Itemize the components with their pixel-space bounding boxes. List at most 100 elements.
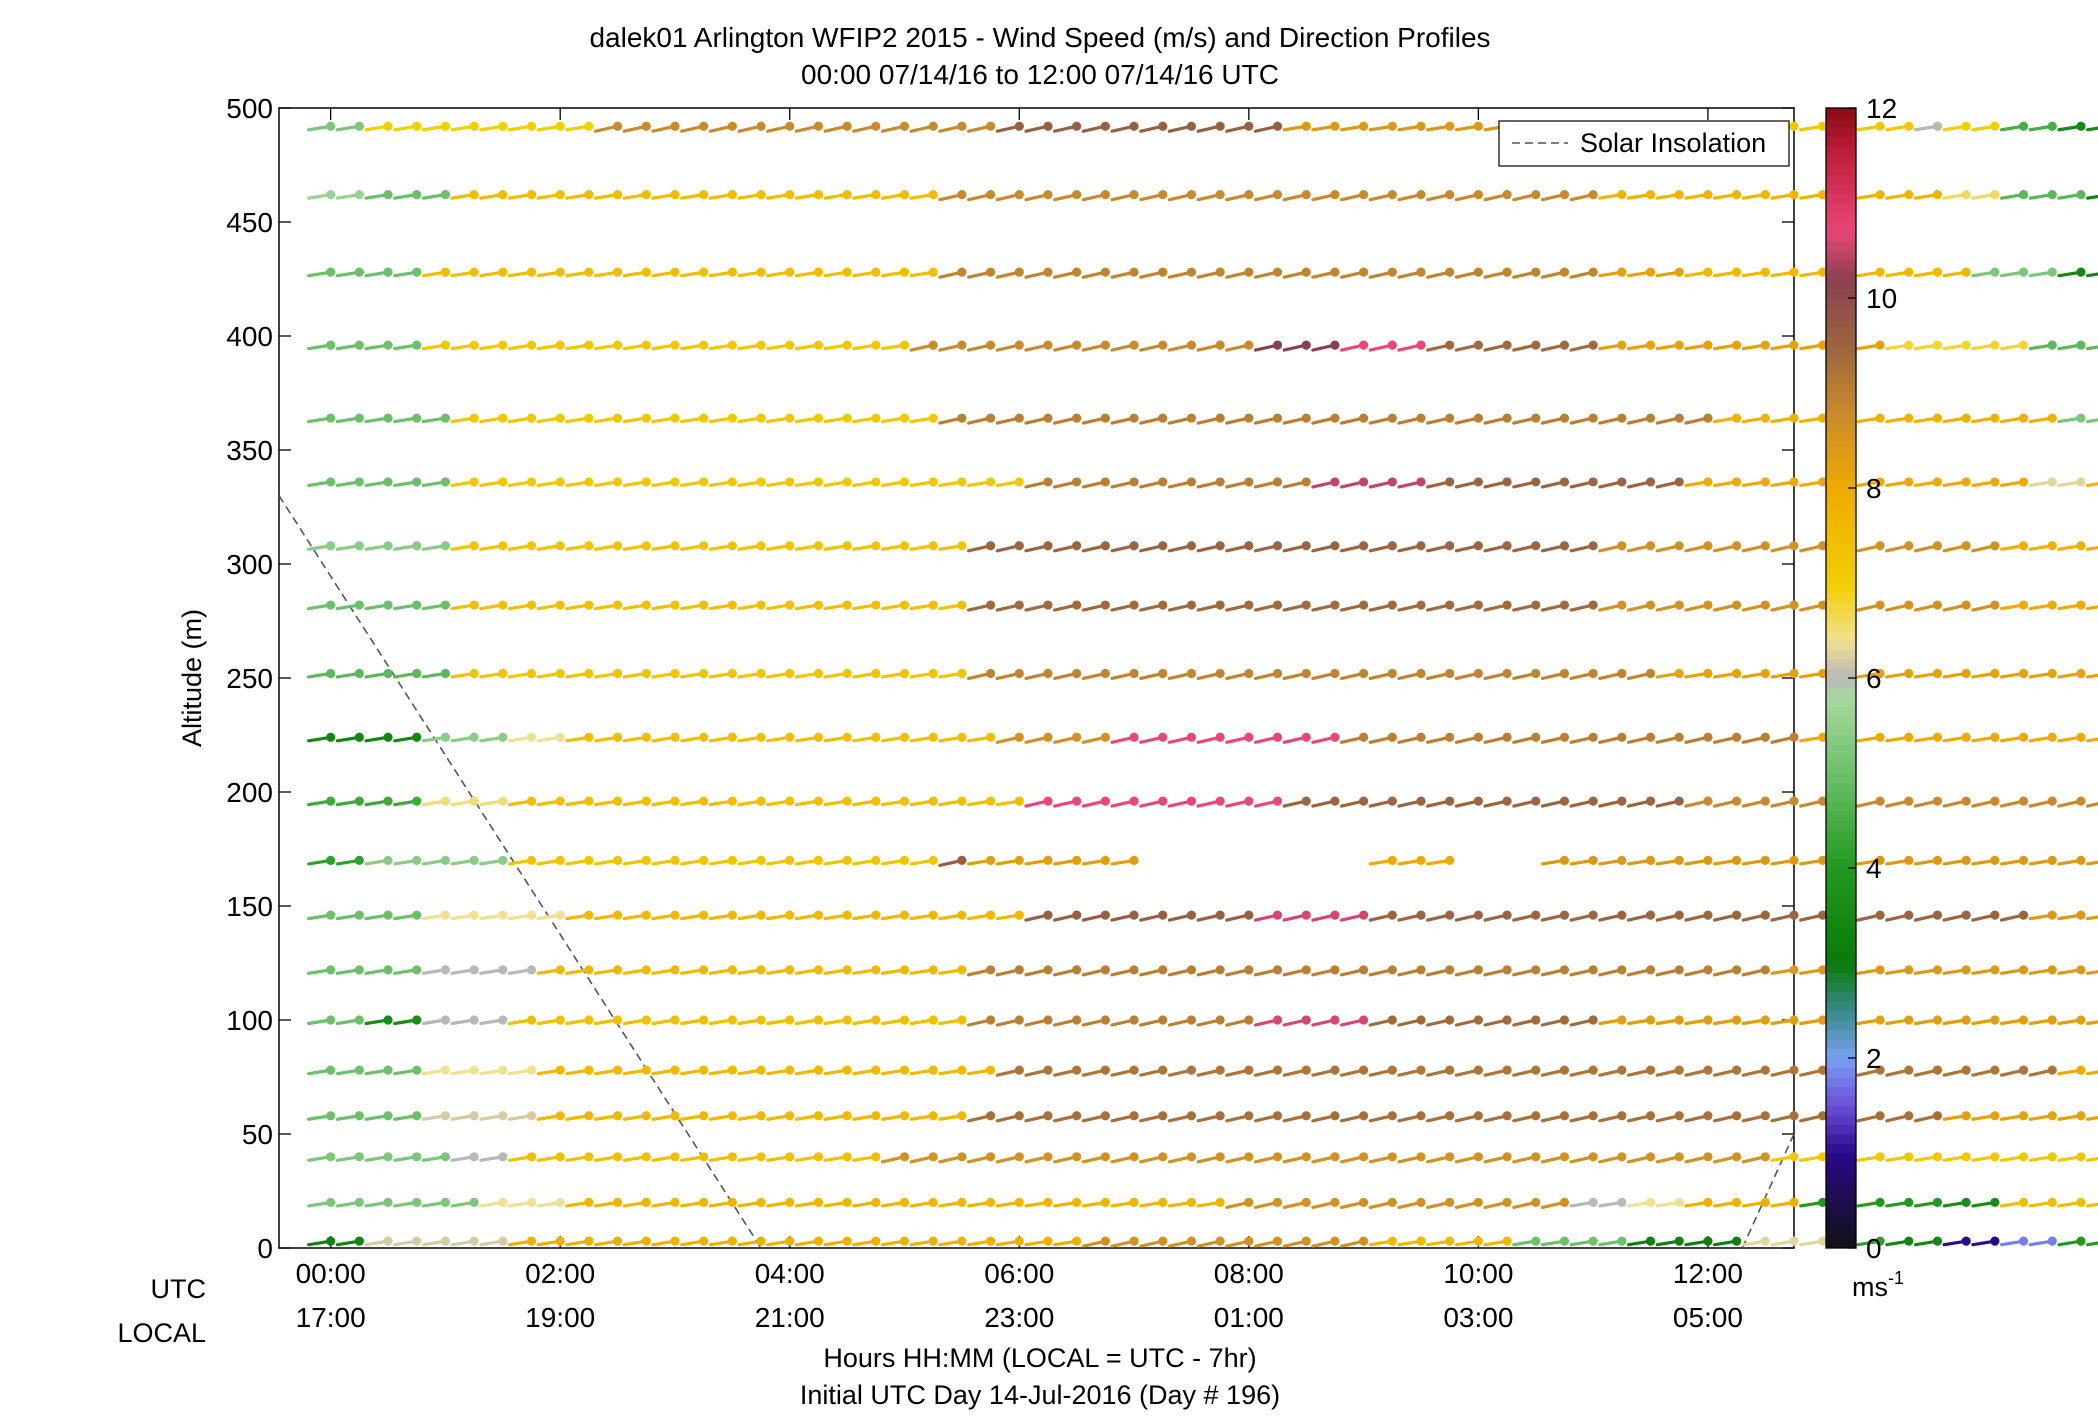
colorbar-swatch <box>1826 1153 1856 1163</box>
wind-barb-point <box>842 1236 852 1246</box>
wind-barb-point <box>727 1111 737 1121</box>
wind-barb-point <box>469 1197 479 1207</box>
wind-barb-point <box>1215 1152 1225 1162</box>
colorbar-swatch <box>1826 1143 1856 1154</box>
wind-barb-point <box>1445 340 1455 350</box>
wind-barb-point <box>1732 413 1742 423</box>
wind-barb-point <box>1990 267 2000 277</box>
wind-barb-point <box>1359 910 1369 920</box>
colorbar-tick-label: 2 <box>1866 1043 1882 1074</box>
wind-barb-point <box>1473 1065 1483 1075</box>
x-tick-label-utc: 06:00 <box>984 1258 1054 1289</box>
wind-barb-point <box>1904 477 1914 487</box>
wind-barb-point <box>2018 796 2029 806</box>
wind-barb-point <box>555 732 565 742</box>
wind-barb-point <box>1330 910 1340 920</box>
x-tick-label-local: 01:00 <box>1214 1302 1284 1333</box>
wind-barb-point <box>842 732 852 742</box>
wind-barb-point <box>699 477 709 487</box>
wind-barb-point <box>1732 668 1742 679</box>
wind-barb-point <box>1186 340 1197 350</box>
wind-barb-point <box>756 267 766 277</box>
wind-barb-point <box>498 267 508 277</box>
colorbar-swatch <box>1826 497 1856 508</box>
wind-barb-point <box>2076 600 2086 610</box>
wind-barb-point <box>727 340 737 350</box>
colorbar-swatch <box>1826 1200 1856 1211</box>
wind-barb-point <box>985 1152 996 1162</box>
wind-barb-point <box>1445 796 1455 806</box>
wind-barb-point <box>1789 855 1799 866</box>
wind-barb-point <box>469 477 479 487</box>
wind-barb-point <box>1990 668 2000 679</box>
wind-barb-point <box>899 855 910 866</box>
wind-barb-point <box>1588 1065 1598 1075</box>
wind-barb-point <box>1932 600 1943 610</box>
wind-barb-point <box>2018 668 2029 679</box>
wind-barb-point <box>785 668 795 679</box>
wind-barb-point <box>1100 910 1110 920</box>
wind-barb-point <box>928 267 938 277</box>
wind-barb-point <box>1100 267 1110 277</box>
wind-barb-point <box>1445 732 1455 742</box>
wind-barb-point <box>612 1065 623 1075</box>
wind-barb-point <box>2076 965 2086 975</box>
wind-barb-point <box>756 855 766 866</box>
wind-barb-point <box>756 600 766 610</box>
wind-barb-point <box>699 1065 709 1075</box>
wind-barb-point <box>1014 1111 1024 1121</box>
wind-barb-point <box>584 1065 594 1075</box>
wind-barb-point <box>1961 541 1971 551</box>
wind-barb-point <box>785 965 795 975</box>
wind-barb-point <box>1158 541 1168 551</box>
wind-barb-point <box>1158 600 1168 610</box>
wind-barb-point <box>1502 910 1512 920</box>
wind-barb-point <box>985 413 996 423</box>
wind-barb-point <box>813 1236 824 1246</box>
wind-barb-point <box>584 668 594 679</box>
wind-barb-point <box>326 855 336 866</box>
colorbar-swatch <box>1826 887 1856 897</box>
wind-barb-point <box>612 1111 623 1121</box>
wind-barb-point <box>612 121 623 131</box>
wind-barb-point <box>1674 796 1684 806</box>
wind-barb-point <box>1617 340 1627 350</box>
wind-barb-point <box>1588 1111 1598 1121</box>
wind-barb-point <box>1875 910 1885 920</box>
wind-barb-point <box>1215 413 1225 423</box>
wind-barb-point <box>354 600 364 610</box>
wind-barb-point <box>1760 1111 1770 1121</box>
wind-barb-point <box>1416 600 1426 610</box>
wind-barb-point <box>1301 477 1311 487</box>
wind-barb-point <box>1445 477 1455 487</box>
wind-barb-point <box>1043 668 1053 679</box>
wind-barb-point <box>1129 732 1139 742</box>
wind-barb-point <box>383 1065 393 1075</box>
wind-barb-point <box>1760 190 1770 200</box>
wind-barb-point <box>383 600 393 610</box>
wind-barb-point <box>756 1111 766 1121</box>
wind-barb-point <box>2018 965 2029 975</box>
wind-barb-point <box>1359 1197 1369 1207</box>
wind-barb-point <box>1387 267 1397 277</box>
wind-barb-point <box>813 732 824 742</box>
wind-barb-point <box>1416 1152 1426 1162</box>
wind-barb-point <box>555 965 565 975</box>
wind-barb-point <box>440 1015 451 1025</box>
wind-barb-point <box>2018 910 2029 920</box>
wind-barb-point <box>1502 1065 1512 1075</box>
wind-barb-point <box>2076 796 2086 806</box>
wind-barb-point <box>526 413 537 423</box>
colorbar-swatch <box>1826 554 1856 565</box>
wind-barb-point <box>383 1152 393 1162</box>
wind-barb-point <box>1445 1197 1455 1207</box>
wind-barb-point <box>1072 732 1082 742</box>
x-axis-title: Hours HH:MM (LOCAL = UTC - 7hr) <box>823 1343 1256 1373</box>
wind-barb-point <box>842 267 852 277</box>
wind-barb-point <box>842 668 852 679</box>
wind-barb-point <box>526 267 537 277</box>
wind-barb-point <box>1932 541 1943 551</box>
wind-barb-point <box>1072 1236 1082 1246</box>
wind-barb-point <box>1961 965 1971 975</box>
wind-barb-point <box>1531 732 1541 742</box>
